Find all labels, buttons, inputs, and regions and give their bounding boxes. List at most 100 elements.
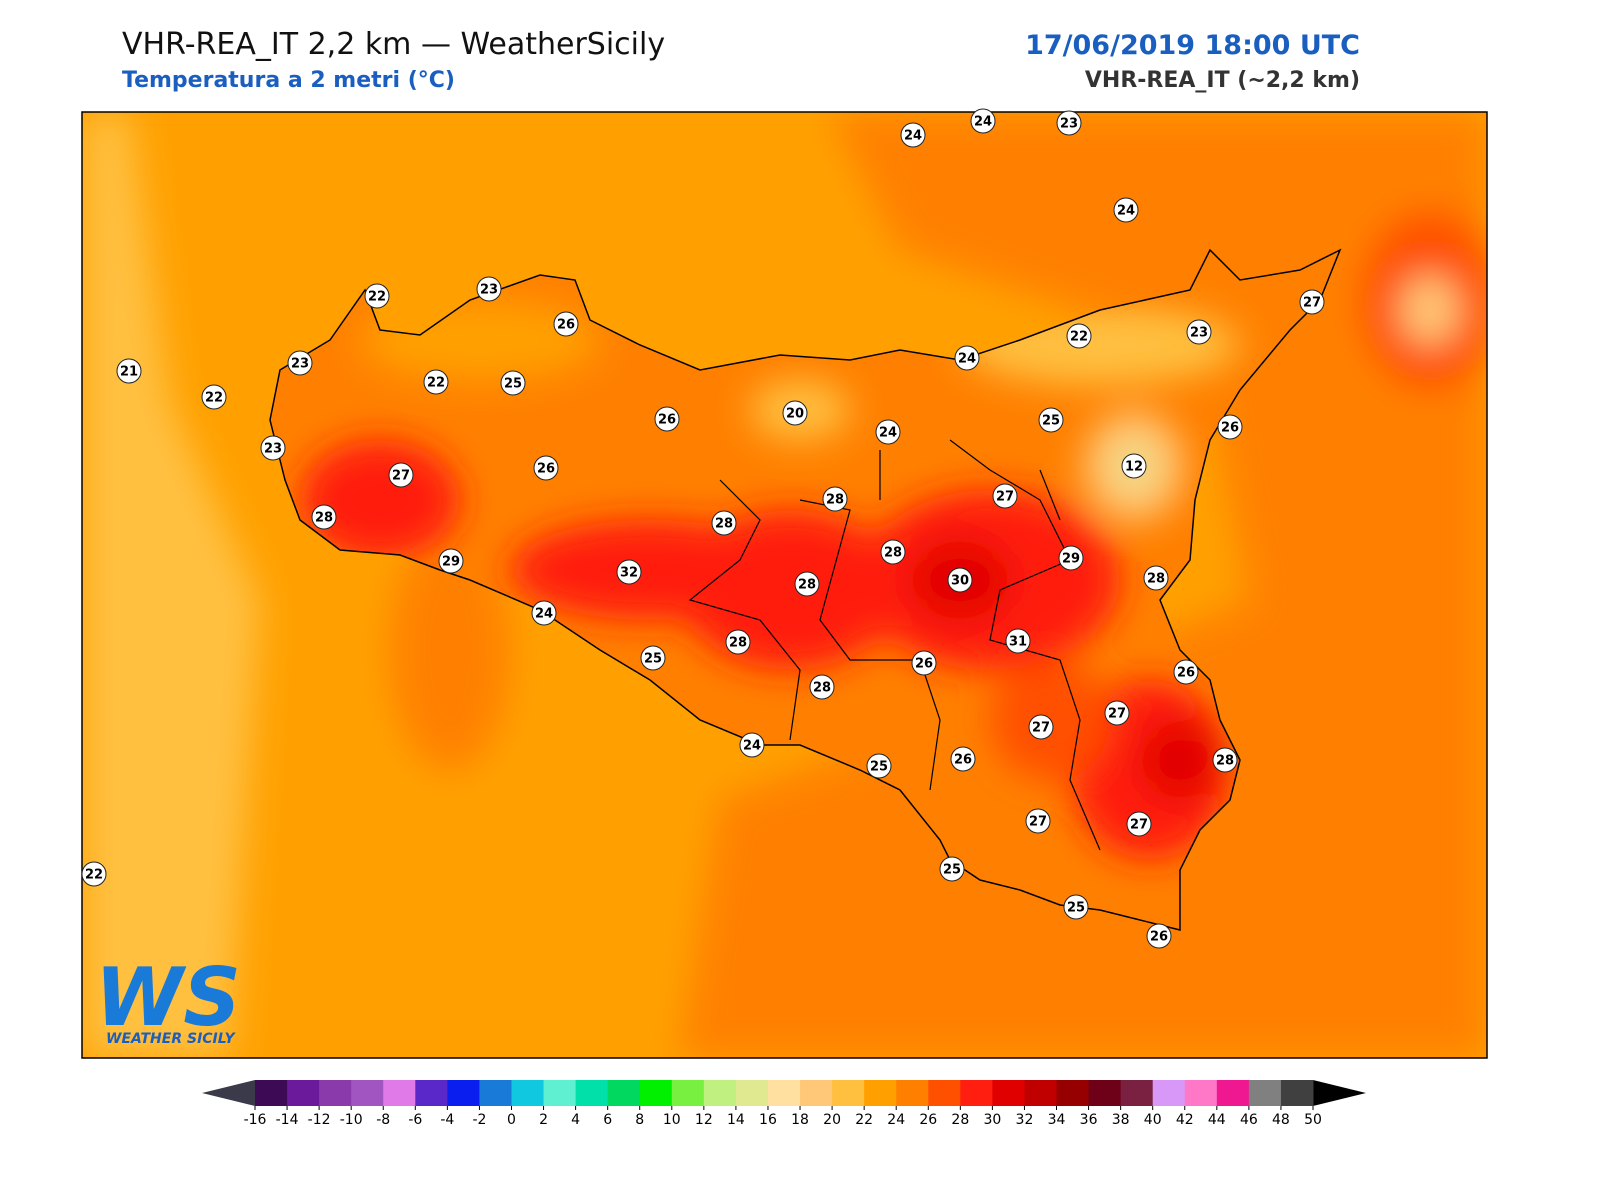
station-value: 12: [1125, 460, 1143, 475]
station-marker: [866, 753, 892, 779]
station: 26: [1146, 923, 1172, 949]
colorbar-tick-label: -6: [408, 1112, 422, 1128]
station-marker: [1104, 700, 1130, 726]
station: 25: [640, 645, 666, 671]
colorbar-tick-label: -4: [440, 1112, 454, 1128]
station-marker: [533, 455, 559, 481]
logo-letters: WS: [95, 951, 241, 1044]
colorbar-segment: [767, 1080, 801, 1106]
station: 27: [1299, 289, 1325, 315]
colorbar-segment: [447, 1080, 480, 1106]
station: 28: [1143, 565, 1169, 591]
colorbar-tick-label: 26: [919, 1112, 937, 1128]
station-value: 23: [480, 283, 498, 298]
station-value: 27: [1303, 296, 1321, 311]
station: 27: [388, 462, 414, 488]
station: 22: [1066, 323, 1092, 349]
station-marker: [880, 539, 906, 565]
station-marker: [992, 483, 1018, 509]
station-marker: [911, 650, 937, 676]
station: 26: [553, 311, 579, 337]
colorbar-tick-label: 32: [1016, 1112, 1034, 1128]
station-value: 26: [537, 462, 555, 477]
colorbar-segment: [832, 1080, 865, 1106]
station-marker: [654, 406, 680, 432]
station: 29: [1058, 545, 1084, 571]
station: 32: [616, 559, 642, 585]
station: 30: [947, 567, 973, 593]
map-frame: [81, 111, 1488, 1059]
station-value: 27: [996, 490, 1014, 505]
station: 23: [287, 350, 313, 376]
station-value: 26: [954, 753, 972, 768]
colorbar-segment: [1088, 1080, 1122, 1106]
station: 26: [654, 406, 680, 432]
colorbar-segment: [703, 1080, 737, 1106]
colorbar-segment: [1184, 1080, 1218, 1106]
station-value: 29: [1062, 552, 1080, 567]
colorbar-tick-label: 2: [539, 1112, 548, 1128]
station-value: 28: [1147, 572, 1165, 587]
colorbar-segment: [287, 1080, 320, 1106]
colorbar-tick-label: 42: [1176, 1112, 1194, 1128]
station-value: 25: [1067, 901, 1085, 916]
station-value: 26: [915, 657, 933, 672]
colorbar-tick-label: 28: [951, 1112, 969, 1128]
station: 28: [311, 504, 337, 530]
colorbar-tick-label: 14: [727, 1112, 745, 1128]
colorbar-tick-label: -14: [276, 1112, 299, 1128]
station: 12: [1121, 453, 1147, 479]
station-marker: [201, 384, 227, 410]
station-marker: [311, 504, 337, 530]
colorbar-tick-label: 44: [1208, 1112, 1226, 1128]
station-marker: [1066, 323, 1092, 349]
station-marker: [388, 462, 414, 488]
station: 23: [476, 276, 502, 302]
station-marker: [1025, 808, 1051, 834]
station-value: 26: [1150, 930, 1168, 945]
station-value: 28: [715, 517, 733, 532]
station-value: 26: [557, 318, 575, 333]
colorbar-segment: [351, 1080, 384, 1106]
station-value: 27: [392, 469, 410, 484]
station-value: 23: [1190, 326, 1208, 341]
station-value: 21: [120, 365, 138, 380]
station-marker: [1005, 628, 1031, 654]
station: 24: [970, 108, 996, 134]
station-value: 24: [743, 739, 761, 754]
colorbar-tick-label: -8: [376, 1112, 390, 1128]
station: 21: [116, 358, 142, 384]
station-marker: [1121, 453, 1147, 479]
colorbar-tick-label: 6: [603, 1112, 612, 1128]
station-marker: [1146, 923, 1172, 949]
station-value: 23: [291, 357, 309, 372]
colorbar-segment: [1152, 1080, 1186, 1106]
station: 23: [1056, 110, 1082, 136]
station-marker: [1143, 565, 1169, 591]
colorbar-segment: [479, 1080, 512, 1106]
colorbar-tick-label: -16: [244, 1112, 267, 1128]
station-marker: [939, 856, 965, 882]
station: 28: [1212, 747, 1238, 773]
station-marker: [553, 311, 579, 337]
station-marker: [364, 283, 390, 309]
station-value: 28: [884, 546, 902, 561]
station: 24: [531, 600, 557, 626]
station: 24: [1113, 197, 1139, 223]
station-value: 26: [1221, 421, 1239, 436]
station-value: 26: [658, 413, 676, 428]
station-value: 28: [315, 511, 333, 526]
colorbar-tick-label: 20: [823, 1112, 841, 1128]
station-value: 25: [504, 377, 522, 392]
station-marker: [900, 122, 926, 148]
station-value: 24: [904, 129, 922, 144]
station-marker: [822, 486, 848, 512]
station-marker: [260, 435, 286, 461]
station: 31: [1005, 628, 1031, 654]
station-value: 28: [798, 578, 816, 593]
station: 26: [1173, 659, 1199, 685]
colorbar-tick-label: 22: [855, 1112, 873, 1128]
colorbar-segment: [543, 1080, 577, 1106]
station: 27: [1126, 811, 1152, 837]
station-value: 25: [1042, 414, 1060, 429]
